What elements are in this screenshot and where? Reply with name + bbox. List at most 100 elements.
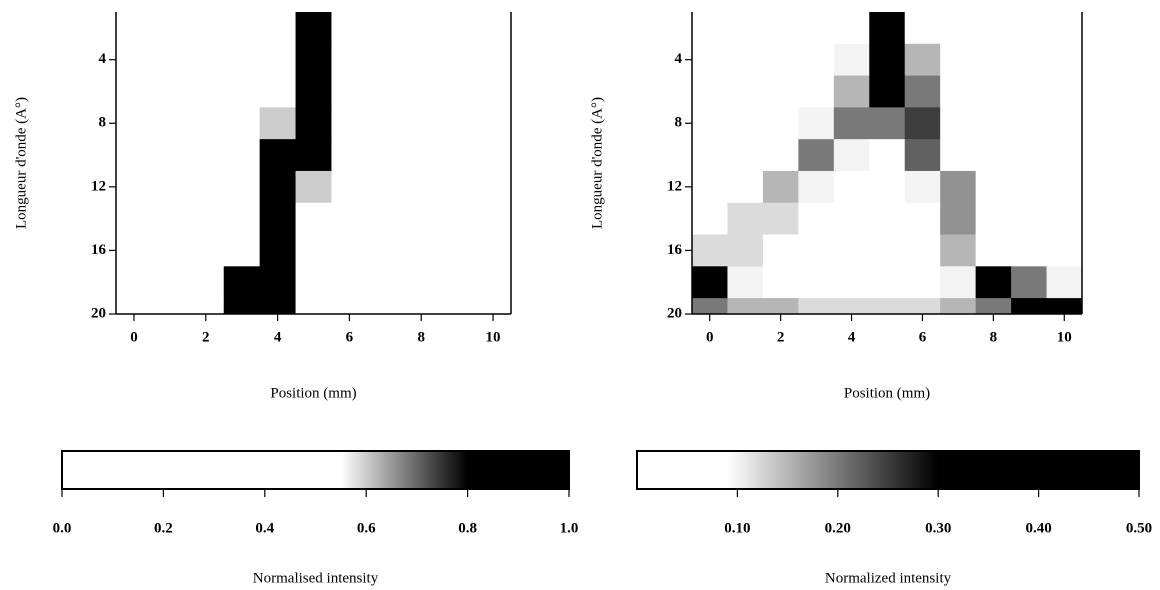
heatmap-cell — [762, 170, 799, 204]
heatmap-cell — [403, 43, 440, 77]
heatmap-cell — [116, 75, 153, 108]
colorbar-tick-label: 0.0 — [53, 520, 72, 536]
heatmap-cell — [692, 107, 728, 140]
heatmap-cell — [475, 298, 511, 314]
heatmap-cell — [833, 266, 870, 299]
heatmap-cell — [940, 266, 977, 299]
heatmap-cell — [940, 43, 977, 77]
heatmap-cell — [833, 139, 870, 172]
heatmap-cell — [1011, 170, 1048, 204]
heatmap-cell — [798, 75, 835, 108]
colorbar-tick-label: 0.8 — [458, 520, 477, 536]
heatmap-cell — [223, 266, 261, 299]
heatmap-cell — [439, 107, 476, 140]
heatmap-cell — [1046, 107, 1082, 140]
heatmap-cell — [439, 202, 476, 236]
heatmap-cell — [367, 107, 404, 140]
heatmap-cell — [367, 43, 404, 77]
heatmap-cell — [692, 75, 728, 108]
heatmap-cell — [904, 75, 941, 108]
heatmap-cell — [904, 43, 941, 77]
x-tick-label: 6 — [919, 329, 927, 345]
heatmap-cell — [475, 12, 511, 45]
heatmap-cell — [403, 107, 440, 140]
heatmap-cell — [439, 75, 476, 108]
heatmap-cell — [975, 202, 1012, 236]
heatmap-cell — [798, 202, 835, 236]
x-tick-label: 8 — [990, 329, 998, 345]
heatmap-cell — [975, 298, 1012, 314]
heatmap-cell — [223, 234, 261, 267]
heatmap-cell — [151, 139, 189, 172]
heatmap-cell — [187, 266, 225, 299]
colorbar-tick-label: 0.2 — [154, 520, 173, 536]
heatmap-cell — [692, 170, 728, 204]
heatmap-cells — [692, 12, 1082, 314]
heatmap-cell — [975, 234, 1012, 267]
heatmap-cell — [1011, 298, 1048, 314]
heatmap-cell — [762, 234, 799, 267]
heatmap-cell — [116, 43, 153, 77]
heatmap-cell — [1011, 107, 1048, 140]
heatmap-cell — [223, 139, 261, 172]
heatmap-cell — [151, 266, 189, 299]
heatmap-cell — [187, 12, 225, 45]
heatmap-cell — [367, 202, 404, 236]
heatmap-cell — [295, 12, 332, 45]
heatmap-cell — [727, 43, 764, 77]
heatmap-cell — [940, 107, 977, 140]
colorbar-tick-label: 0.10 — [724, 520, 750, 536]
heatmap-cell — [475, 43, 511, 77]
heatmap-cell — [475, 139, 511, 172]
heatmap-cell — [187, 139, 225, 172]
heatmap-cell — [1011, 43, 1048, 77]
heatmap-cell — [187, 298, 225, 314]
heatmap-cell — [692, 12, 728, 45]
x-tick-label: 10 — [486, 329, 501, 345]
heatmap-cell — [403, 139, 440, 172]
heatmap-cell — [1046, 12, 1082, 45]
x-tick-label: 4 — [848, 329, 856, 345]
heatmap-cell — [223, 107, 261, 140]
heatmap-cell — [727, 107, 764, 140]
heatmap-cell — [727, 298, 764, 314]
heatmap-cell — [116, 139, 153, 172]
x-tick-label: 4 — [274, 329, 282, 345]
heatmap-cell — [975, 139, 1012, 172]
heatmap-cell — [798, 170, 835, 204]
y-tick-label: 16 — [667, 242, 683, 258]
colorbar-tick-label: 0.40 — [1025, 520, 1051, 536]
heatmap-cell — [295, 202, 332, 236]
heatmap-cell — [798, 12, 835, 45]
heatmap-cell — [187, 107, 225, 140]
heatmap-cell — [940, 298, 977, 314]
heatmap-cell — [798, 266, 835, 299]
heatmap-cell — [833, 43, 870, 77]
heatmap-cell — [331, 170, 368, 204]
heatmap-cell — [1011, 234, 1048, 267]
colorbar-tick-label: 0.30 — [925, 520, 951, 536]
heatmap-cell — [833, 170, 870, 204]
heatmap-cell — [403, 75, 440, 108]
heatmap-cell — [940, 75, 977, 108]
heatmap-cell — [975, 75, 1012, 108]
x-tick-label: 2 — [777, 329, 785, 345]
heatmap-cell — [475, 107, 511, 140]
y-tick-label: 12 — [667, 178, 682, 194]
heatmap-cell — [259, 43, 297, 77]
heatmap-cell — [1011, 266, 1048, 299]
y-tick-label: 8 — [99, 115, 107, 131]
heatmap-cell — [116, 107, 153, 140]
colorbar-tick-label: 0.50 — [1126, 520, 1152, 536]
heatmap-cell — [475, 170, 511, 204]
y-tick-label: 4 — [99, 51, 107, 67]
heatmap-cell — [223, 202, 261, 236]
colorbar-tick-label: 0.20 — [825, 520, 851, 536]
heatmap-cell — [331, 298, 368, 314]
heatmap-cell — [259, 139, 297, 172]
y-tick-label: 16 — [91, 242, 107, 258]
heatmap-cell — [151, 202, 189, 236]
heatmap-cell — [833, 107, 870, 140]
heatmap-cell — [151, 298, 189, 314]
